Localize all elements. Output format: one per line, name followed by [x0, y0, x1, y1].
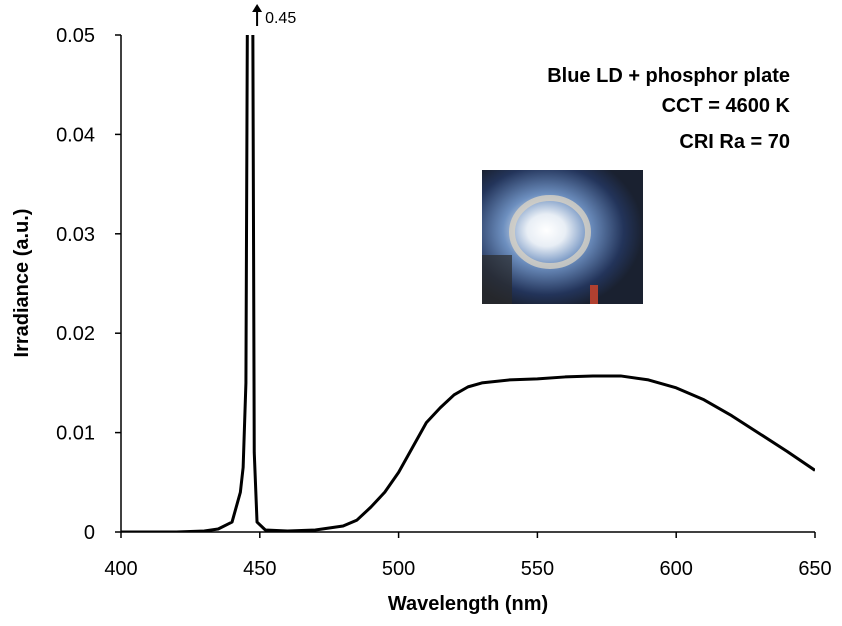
y-tick-label: 0.05	[56, 25, 95, 47]
x-axis-label: Wavelength (nm)	[388, 593, 548, 615]
x-tick-label: 400	[104, 558, 137, 580]
x-tick-label: 450	[243, 558, 276, 580]
peak-label: 0.45	[265, 10, 296, 27]
annotation: Blue LD + phosphor plate	[547, 65, 790, 87]
x-tick-label: 600	[660, 558, 693, 580]
plot-area	[121, 35, 815, 532]
y-tick-label: 0.03	[56, 224, 95, 246]
y-tick-label: 0.01	[56, 423, 95, 445]
annotation: CRI Ra = 70	[679, 131, 790, 153]
x-tick-label: 500	[382, 558, 415, 580]
y-tick-label: 0	[84, 522, 95, 544]
x-tick-label: 650	[798, 558, 831, 580]
x-tick-label: 550	[521, 558, 554, 580]
annotation: CCT = 4600 K	[662, 95, 791, 117]
y-tick-label: 0.02	[56, 323, 95, 345]
inset-photo	[482, 170, 643, 304]
y-tick-label: 0.04	[56, 124, 95, 146]
spectrum-line	[121, 35, 815, 532]
peak-arrowhead	[252, 4, 263, 12]
y-axis-label: Irradiance (a.u.)	[11, 209, 33, 358]
